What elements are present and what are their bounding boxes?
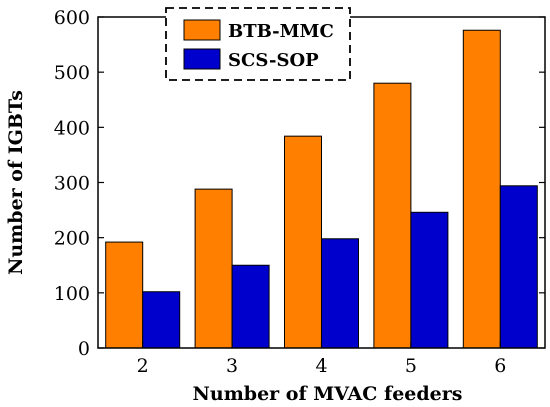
axes: 0 100 200 300 400 500 600 2 3 4 5 6 <box>54 7 546 377</box>
y-tick-label: 300 <box>54 173 90 195</box>
y-tick-label: 500 <box>54 62 90 84</box>
legend-label-scs-sop: SCS-SOP <box>228 50 319 71</box>
x-tick-label: 4 <box>315 355 327 377</box>
legend-swatch-scs-sop <box>183 48 221 70</box>
legend-label-btb-mmc: BTB-MMC <box>228 21 334 42</box>
y-tick-label: 600 <box>54 7 90 29</box>
bar-btb-mmc-5 <box>373 82 412 349</box>
bar-btb-mmc-4 <box>284 135 322 349</box>
bar-scs-sop-2 <box>142 291 181 349</box>
bar-scs-sop-6 <box>499 185 538 349</box>
y-tick-label: 0 <box>78 338 90 360</box>
x-tick-label: 6 <box>494 355 506 377</box>
bar-scs-sop-4 <box>321 238 359 349</box>
y-axis-label: Number of IGBTs <box>5 90 27 275</box>
legend-swatch-btb-mmc <box>183 19 221 41</box>
x-tick-label: 5 <box>405 355 417 377</box>
x-tick-label: 2 <box>137 355 149 377</box>
bar-btb-mmc-3 <box>194 188 233 349</box>
bar-btb-mmc-2 <box>105 241 144 349</box>
y-tick-label: 400 <box>54 117 90 139</box>
bar-btb-mmc-6 <box>462 29 501 349</box>
y-tick-label: 200 <box>54 228 90 250</box>
legend: BTB-MMC SCS-SOP <box>165 7 351 81</box>
y-tick-label: 100 <box>54 283 90 305</box>
bar-scs-sop-5 <box>410 211 449 349</box>
bars <box>105 29 538 349</box>
x-tick-label: 3 <box>226 355 238 377</box>
bar-scs-sop-3 <box>231 264 270 349</box>
x-axis-label: Number of MVAC feeders <box>193 383 463 405</box>
